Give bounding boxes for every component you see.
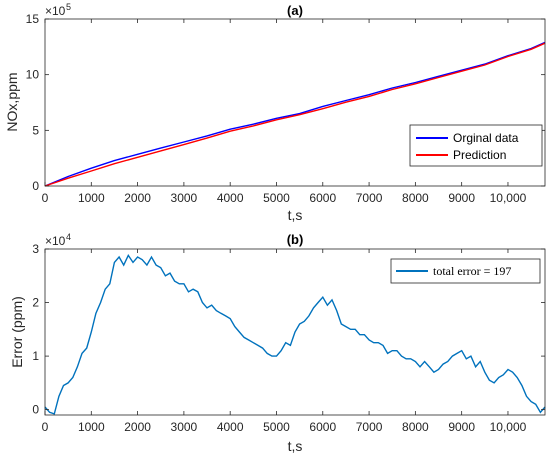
chart-a-xtick-label: 3000: [171, 191, 198, 205]
chart-b-xtick-label: 3000: [171, 420, 198, 434]
chart-b-exponent-base: ×10: [45, 234, 66, 248]
chart-b-legend: total error = 197: [390, 258, 541, 284]
chart-b-ytick-label: 3: [32, 242, 39, 256]
chart-a-ytick-label: 5: [32, 123, 39, 137]
chart-b-xtick-label: 7000: [356, 420, 383, 434]
chart-b-xtick-label: 2000: [124, 420, 151, 434]
chart-b-ylabel: Error (ppm): [9, 296, 25, 368]
chart-a-title: (a): [287, 3, 303, 18]
chart-b-xtick-label: 8000: [402, 420, 429, 434]
legend-label-total-error: total error = 197: [433, 264, 511, 278]
chart-a-exponent-power: 5: [66, 2, 71, 12]
chart-b-exponent-power: 4: [66, 232, 71, 242]
chart-b-xtick-label: 0: [42, 420, 49, 434]
chart-a-xtick-label: 5000: [263, 191, 290, 205]
chart-b: (b) 0 1000 2000 3000 4000 5000 6000 7000 8000 900…: [9, 232, 546, 454]
chart-b-xtick-label: 5000: [263, 420, 290, 434]
chart-a-xtick-label: 10,000: [490, 191, 527, 205]
chart-a-xtick-label: 1000: [78, 191, 105, 205]
chart-b-ytick-label: 1: [32, 349, 39, 363]
chart-a-xtick-label: 7000: [356, 191, 383, 205]
chart-a-xtick-label: 6000: [309, 191, 336, 205]
chart-b-xtick-label: 4000: [217, 420, 244, 434]
chart-b-xlabel: t,s: [288, 438, 303, 454]
legend-label-original: Orginal data: [453, 131, 519, 145]
chart-b-ytick-label: 2: [32, 296, 39, 310]
chart-b-ytick-label: 0: [32, 403, 39, 417]
chart-a-series-1-line: [44, 42, 546, 187]
legend-label-prediction: Prediction: [453, 148, 506, 162]
chart-a-ylabel: NOx,ppm: [4, 72, 20, 131]
chart-a-series-0-line: [44, 41, 546, 187]
chart-a-xtick-label: 9000: [448, 191, 475, 205]
chart-a-xtick-label: 8000: [402, 191, 429, 205]
chart-a: (a) 0 1000 2000 3000 4000 5000 6000 7000 8000 900…: [4, 2, 546, 223]
chart-b-xtick-label: 9000: [448, 420, 475, 434]
chart-a-legend: Orginal data Prediction: [409, 124, 543, 167]
chart-b-xtick-label: 6000: [309, 420, 336, 434]
chart-b-xtick-label: 1000: [78, 420, 105, 434]
chart-a-xlabel: t,s: [288, 207, 303, 223]
chart-b-series-0-line: [44, 253, 546, 415]
chart-a-xtick-label: 4000: [217, 191, 244, 205]
chart-a-ytick-label: 10: [26, 68, 40, 82]
chart-a-xtick-label: 2000: [124, 191, 151, 205]
chart-a-plot-area: [44, 18, 546, 187]
chart-a-ytick-label: 0: [32, 179, 39, 193]
chart-b-plot-area: [44, 248, 546, 416]
chart-a-exponent-base: ×10: [45, 4, 66, 18]
chart-a-xtick-label: 0: [42, 191, 49, 205]
chart-a-ytick-label: 15: [26, 12, 40, 26]
chart-b-title: (b): [287, 232, 304, 247]
chart-b-xtick-label: 10,000: [490, 420, 527, 434]
